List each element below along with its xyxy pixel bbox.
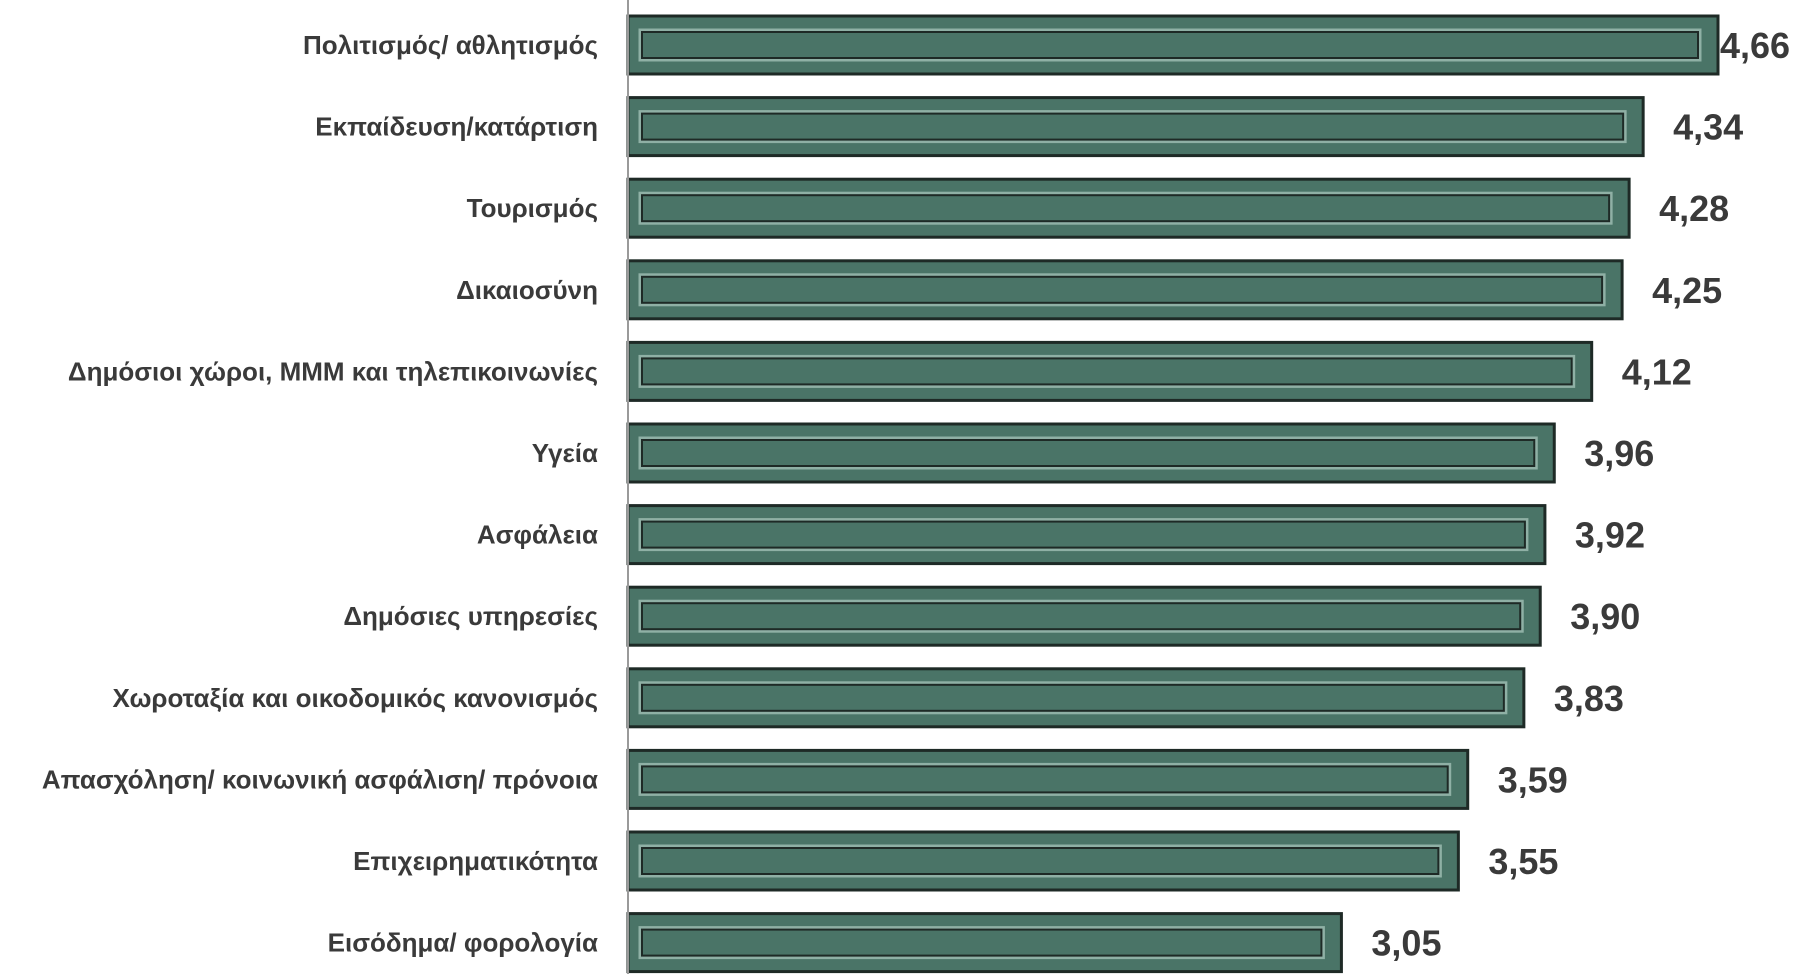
bar-bevel-highlight bbox=[638, 436, 1538, 470]
value-label: 4,28 bbox=[1659, 188, 1729, 229]
bar-bevel-inner bbox=[641, 275, 1604, 304]
category-label: Δημόσιες υπηρεσίες bbox=[343, 601, 598, 631]
bar-bevel-inner bbox=[641, 439, 1536, 467]
category-label: Εκπαίδευση/κατάρτιση bbox=[315, 112, 598, 142]
bar-bevel-highlight bbox=[638, 844, 1442, 878]
bar-bevel-inner bbox=[641, 683, 1505, 712]
bar-bevel-inner bbox=[641, 928, 1323, 957]
bar-bevel-highlight bbox=[638, 599, 1524, 633]
bar-bevel-inner bbox=[641, 765, 1449, 794]
value-label: 3,05 bbox=[1371, 923, 1441, 964]
category-label: Επιχειρηματικότητα bbox=[353, 846, 598, 876]
value-label: 3,83 bbox=[1554, 678, 1624, 719]
value-label: 3,90 bbox=[1570, 596, 1640, 637]
category-label: Τουρισμός bbox=[467, 193, 598, 223]
bar-bevel-highlight bbox=[638, 28, 1702, 62]
bar-bevel-highlight bbox=[638, 273, 1606, 307]
bars-layer bbox=[626, 14, 1720, 974]
bar-bevel-inner bbox=[641, 357, 1573, 386]
bar-bevel-inner bbox=[641, 194, 1611, 223]
value-label: 4,34 bbox=[1673, 107, 1743, 148]
category-label: Δικαιοσύνη bbox=[456, 275, 598, 305]
value-label: 4,66 bbox=[1720, 25, 1790, 66]
value-label: 3,59 bbox=[1498, 759, 1568, 800]
bar-bevel-highlight bbox=[638, 762, 1452, 796]
bar-bevel-inner bbox=[641, 847, 1440, 875]
bar-bevel-inner bbox=[641, 31, 1699, 59]
category-label: Πολιτισμός/ αθλητισμός bbox=[303, 30, 598, 60]
bar-bevel-highlight bbox=[638, 354, 1576, 388]
category-label: Εισόδημα/ φορολογία bbox=[328, 928, 598, 958]
value-label: 4,25 bbox=[1652, 270, 1722, 311]
category-label: Ασφάλεια bbox=[477, 520, 598, 550]
category-label: Χωροταξία και οικοδομικός κανονισμός bbox=[112, 683, 598, 713]
category-label: Απασχόληση/ κοινωνική ασφάλιση/ πρόνοια bbox=[42, 764, 598, 794]
labels-layer: Πολιτισμός/ αθλητισμός 4,66 Εκπαίδευση/κατ… bbox=[42, 25, 1790, 964]
bar-bevel-highlight bbox=[638, 681, 1508, 715]
category-label: Δημόσιοι χώροι, ΜΜΜ και τηλεπικοινωνίες bbox=[68, 356, 598, 386]
bar-bevel-inner bbox=[641, 112, 1625, 141]
bar-bevel-highlight bbox=[638, 518, 1529, 552]
value-label: 4,12 bbox=[1622, 351, 1692, 392]
bar-bevel-inner bbox=[641, 520, 1526, 549]
bar-bevel-inner bbox=[641, 602, 1522, 631]
bar-bevel-highlight bbox=[638, 926, 1325, 960]
value-label: 3,92 bbox=[1575, 515, 1645, 556]
value-label: 3,55 bbox=[1488, 841, 1558, 882]
bar-bevel-highlight bbox=[638, 110, 1627, 144]
value-label: 3,96 bbox=[1584, 433, 1654, 474]
bar-bevel-highlight bbox=[638, 191, 1613, 225]
category-label: Υγεία bbox=[532, 438, 598, 468]
